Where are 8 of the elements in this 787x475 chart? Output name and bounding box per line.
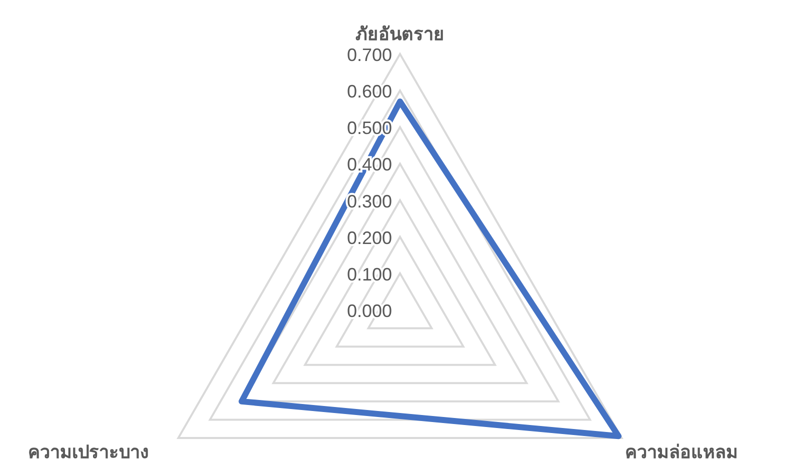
spoke-label: ความเปราะบาง bbox=[28, 442, 149, 462]
y-tick-label: 0.200 bbox=[346, 228, 392, 248]
y-tick-label: 0.600 bbox=[346, 82, 392, 102]
y-tick-label: 0.100 bbox=[346, 264, 392, 284]
y-tick-label: 0.000 bbox=[346, 301, 392, 321]
spoke-label: ความล่อแหลม bbox=[625, 442, 738, 462]
y-tick-label: 0.700 bbox=[346, 45, 392, 65]
spoke-label: ภัยอันตราย bbox=[356, 24, 444, 44]
